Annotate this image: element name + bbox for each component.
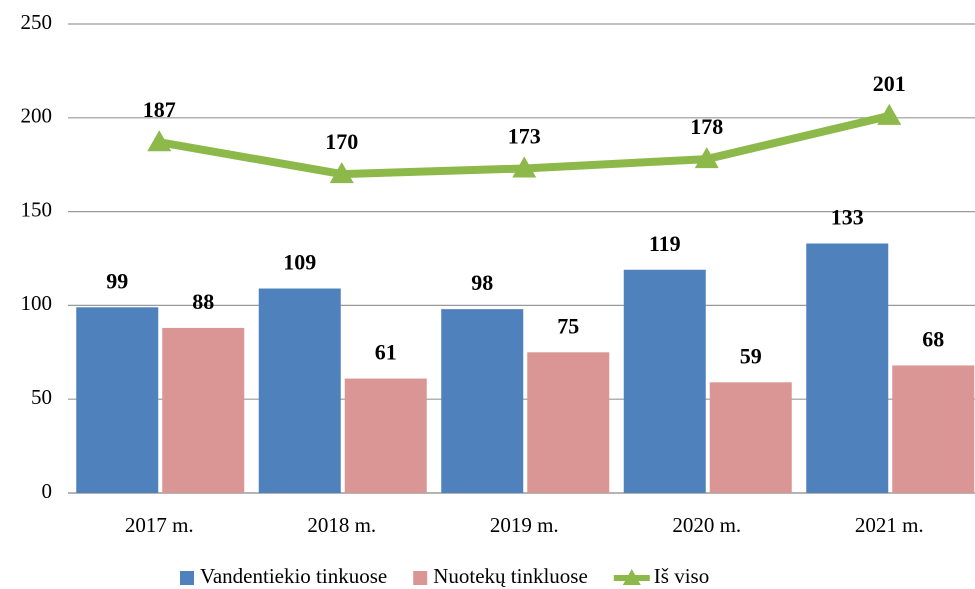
legend-swatch <box>622 569 641 585</box>
value-label: 99 <box>106 268 128 293</box>
bar <box>258 288 341 493</box>
legend-label: Nuotekų tinkluose <box>433 564 588 588</box>
y-tick-label: 200 <box>21 104 53 128</box>
value-label: 109 <box>283 250 316 275</box>
value-label: 61 <box>375 340 397 365</box>
x-tick-label: 2017 m. <box>125 513 194 537</box>
line-marker <box>512 156 537 178</box>
y-tick-label: 100 <box>21 291 53 315</box>
legend-label: Vandentiekio tinkuose <box>200 564 387 588</box>
line-marker <box>147 130 172 152</box>
legend-swatch <box>180 571 194 585</box>
x-tick-label: 2018 m. <box>307 513 376 537</box>
bar <box>162 327 245 493</box>
bar <box>441 309 524 493</box>
bar <box>76 307 159 493</box>
legend-swatch <box>413 571 428 585</box>
y-tick-label: 250 <box>21 10 53 34</box>
x-tick-label: 2020 m. <box>672 513 741 537</box>
value-label: 75 <box>557 313 579 338</box>
value-label: 88 <box>192 289 214 314</box>
bar <box>344 378 427 493</box>
y-tick-label: 0 <box>42 479 53 503</box>
y-tick-label: 50 <box>31 385 52 409</box>
x-tick-label: 2021 m. <box>855 513 924 537</box>
value-label: 201 <box>873 71 906 96</box>
value-label: 133 <box>831 205 864 230</box>
bar <box>892 365 975 493</box>
y-tick-label: 150 <box>21 197 53 221</box>
x-tick-label: 2019 m. <box>490 513 559 537</box>
bar <box>806 243 889 493</box>
bar <box>623 269 706 493</box>
line-marker <box>329 162 354 184</box>
legend-label: Iš viso <box>654 564 709 588</box>
value-label: 187 <box>143 97 176 122</box>
bar <box>527 352 610 493</box>
value-label: 98 <box>471 270 493 295</box>
bar <box>709 382 792 493</box>
value-label: 170 <box>325 129 358 154</box>
line-marker <box>877 103 902 125</box>
value-label: 173 <box>508 123 541 148</box>
line-marker <box>694 147 719 169</box>
value-label: 178 <box>690 114 723 139</box>
value-label: 68 <box>922 326 944 351</box>
value-label: 119 <box>649 231 681 256</box>
value-label: 59 <box>740 343 762 368</box>
